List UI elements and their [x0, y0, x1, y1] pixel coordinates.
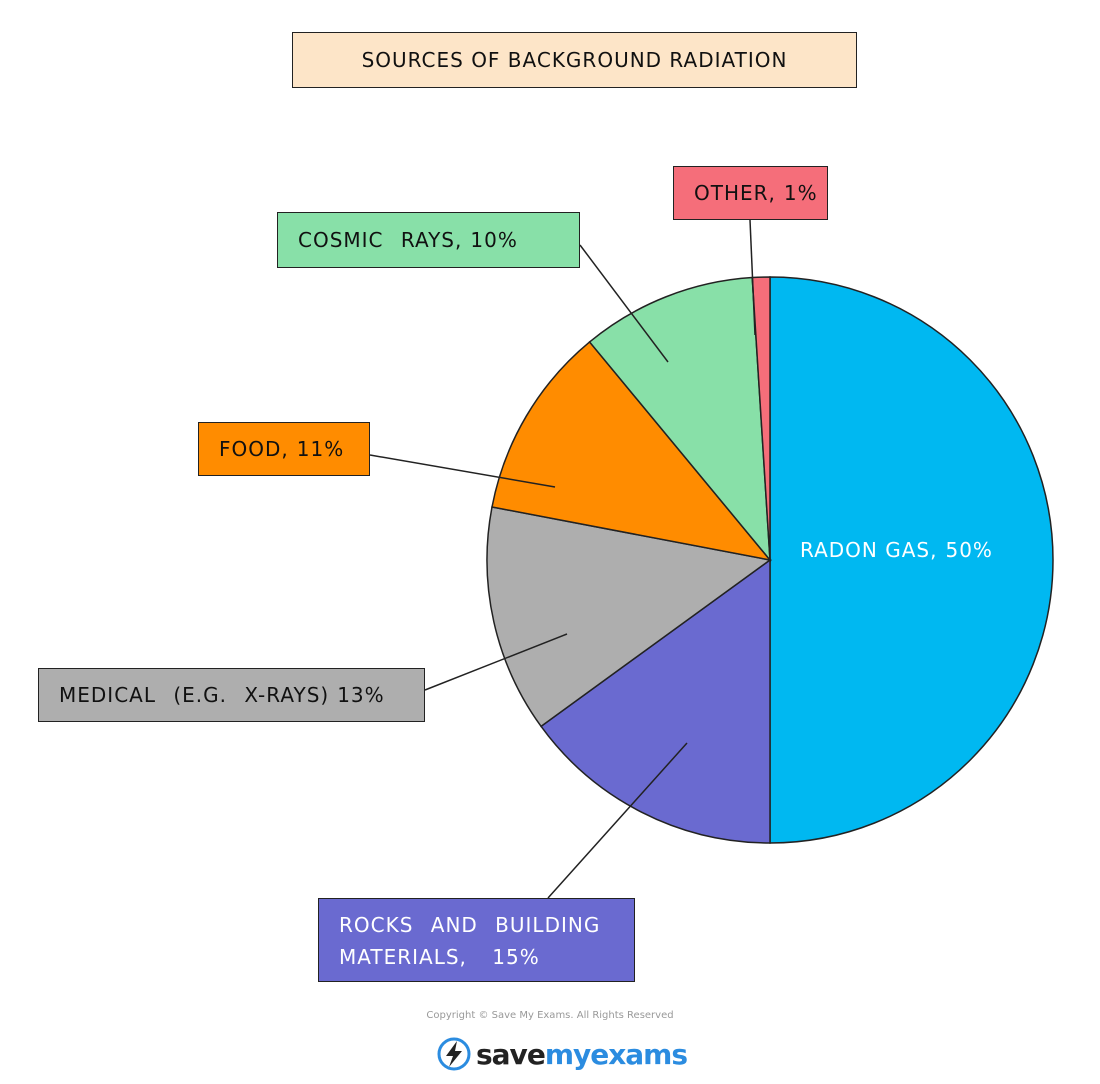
- slice-label: MEDICAL (E.G. X-RAYS) 13%: [38, 668, 425, 722]
- pie-slice: [769, 276, 1054, 844]
- chart-title: SOURCES OF BACKGROUND RADIATION: [292, 32, 857, 88]
- slice-label: FOOD, 11%: [198, 422, 370, 476]
- leader-line: [749, 219, 756, 336]
- value-label: 15%: [492, 945, 540, 969]
- category-label: ROCKS AND BUILDING MATERIALS,: [339, 913, 601, 969]
- value-label: 13%: [337, 683, 385, 707]
- category-label: OTHER,: [694, 181, 776, 205]
- pie-slice: [486, 506, 772, 728]
- category-label: MEDICAL (E.G. X-RAYS): [59, 683, 330, 707]
- pie-slice: [540, 558, 771, 844]
- logo-icon: [437, 1037, 471, 1071]
- leader-line: [547, 742, 688, 899]
- category-label: COSMIC RAYS,: [298, 228, 463, 252]
- slice-label: COSMIC RAYS, 10%: [277, 212, 580, 268]
- category-label: FOOD,: [219, 437, 289, 461]
- leader-line: [369, 454, 556, 488]
- slice-label: RADON GAS, 50%: [800, 538, 993, 562]
- slice-label: ROCKS AND BUILDING MATERIALS, 15%: [318, 898, 635, 982]
- leader-line: [579, 244, 669, 363]
- value-label: 1%: [783, 181, 818, 205]
- value-label: 10%: [470, 228, 518, 252]
- logo: save myexams: [436, 1036, 688, 1072]
- category-label: RADON GAS,: [800, 538, 938, 562]
- copyright: Copyright © Save My Exams. All Rights Re…: [426, 1010, 674, 1021]
- pie-slice: [491, 340, 772, 562]
- logo-text: myexams: [544, 1037, 688, 1071]
- pie-slice: [588, 276, 771, 563]
- logo-text: save: [476, 1037, 546, 1071]
- value-label: 11%: [296, 437, 345, 461]
- leader-line: [424, 633, 568, 691]
- value-label: 50%: [945, 538, 993, 562]
- slice-label: OTHER, 1%: [673, 166, 828, 220]
